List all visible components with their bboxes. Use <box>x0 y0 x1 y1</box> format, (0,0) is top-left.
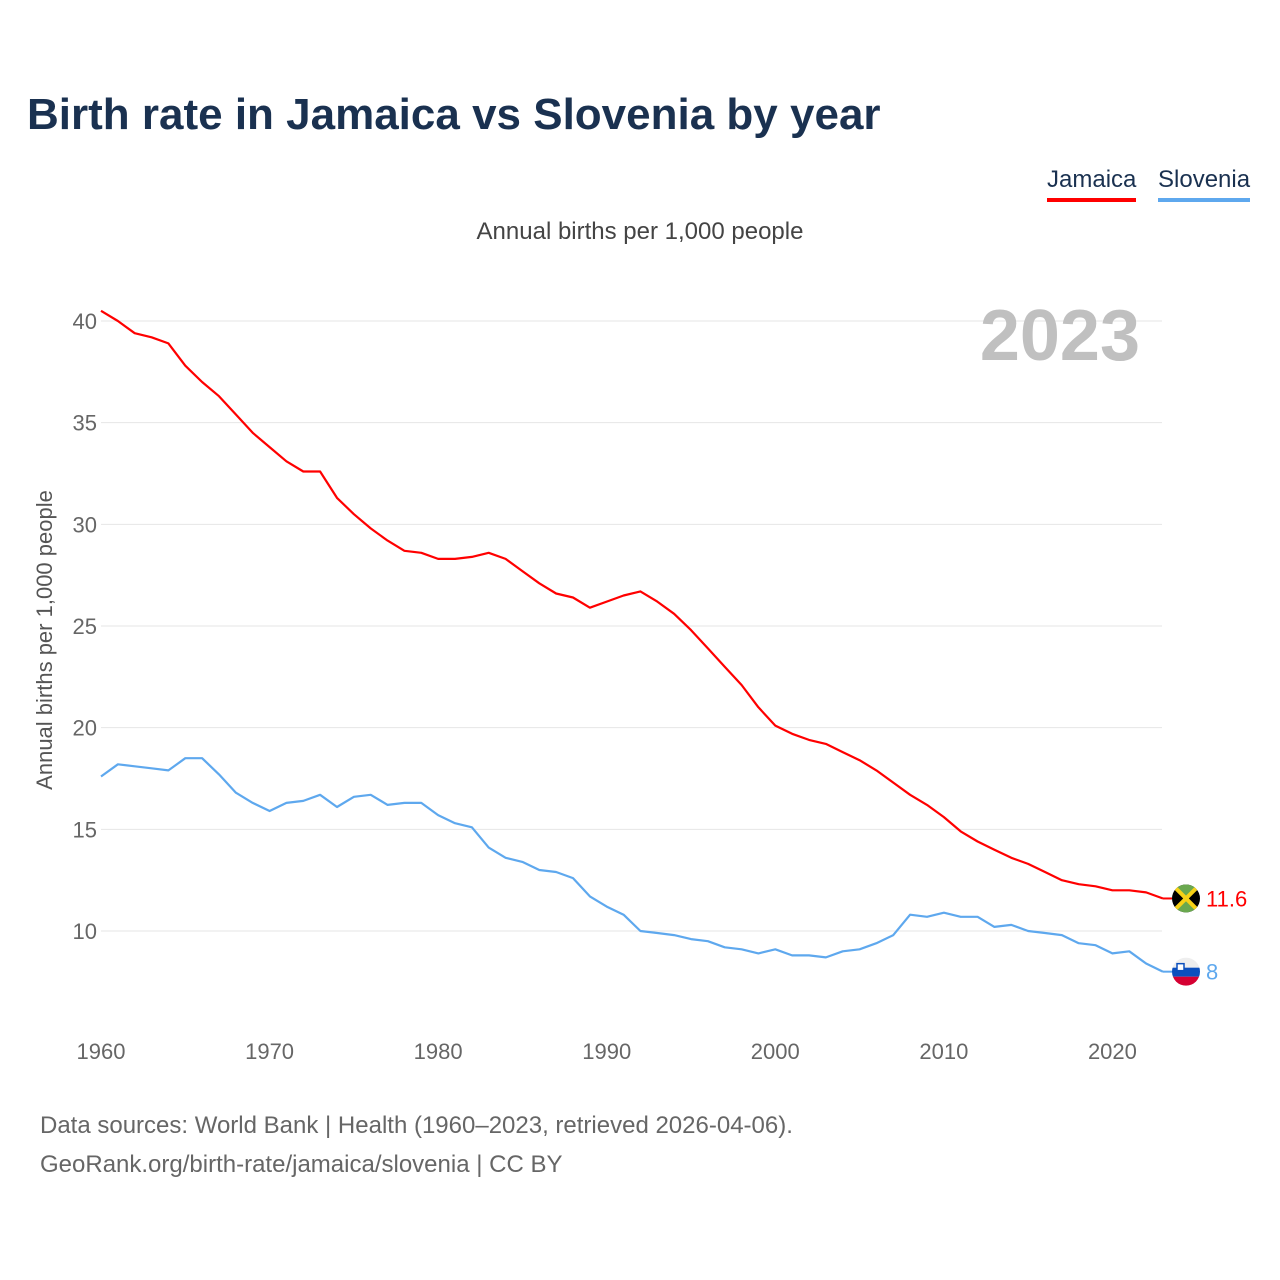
x-tick-label: 2020 <box>1088 1039 1137 1064</box>
x-tick-label: 2000 <box>751 1039 800 1064</box>
source-note: Data sources: World Bank | Health (1960–… <box>40 1112 793 1139</box>
chart-subtitle: Annual births per 1,000 people <box>476 218 804 245</box>
legend-jamaica[interactable]: Jamaica <box>1047 166 1137 202</box>
line-chart: 10 15 20 25 30 35 40 1960 1970 1980 1990 2000 2010 20… <box>32 296 1247 1064</box>
x-tick-label: 1960 <box>77 1039 126 1064</box>
end-value-label: 8 <box>1206 960 1218 985</box>
current-year-display: 2023 <box>980 296 1140 376</box>
y-tick-label: 15 <box>73 817 97 842</box>
end-value-label: 11.6 <box>1206 886 1247 911</box>
y-tick-label: 40 <box>73 309 97 334</box>
x-tick-label: 1970 <box>245 1039 294 1064</box>
slovenia-flag-icon <box>1172 957 1200 986</box>
series-line-slovenia[interactable] <box>100 757 1164 973</box>
chart-title: Birth rate in Jamaica vs Slovenia by yea… <box>27 90 881 139</box>
x-tick-label: 1990 <box>582 1039 631 1064</box>
series-line-jamaica[interactable] <box>100 309 1164 900</box>
y-tick-label: 10 <box>73 919 97 944</box>
attribution-link[interactable]: GeoRank.org/birth-rate/jamaica/slovenia … <box>40 1151 563 1178</box>
x-tick-label: 2010 <box>919 1039 968 1064</box>
footer: Data sources: World Bank | Health (1960–… <box>40 1106 793 1184</box>
y-tick-label: 20 <box>73 716 97 741</box>
y-tick-label: 30 <box>73 512 97 537</box>
y-tick-label: 35 <box>73 411 97 436</box>
jamaica-flag-icon <box>1172 884 1200 913</box>
x-tick-label: 1980 <box>414 1039 463 1064</box>
legend-slovenia[interactable]: Slovenia <box>1158 166 1251 202</box>
y-axis-label: Annual births per 1,000 people <box>32 490 57 790</box>
y-tick-label: 25 <box>73 614 97 639</box>
